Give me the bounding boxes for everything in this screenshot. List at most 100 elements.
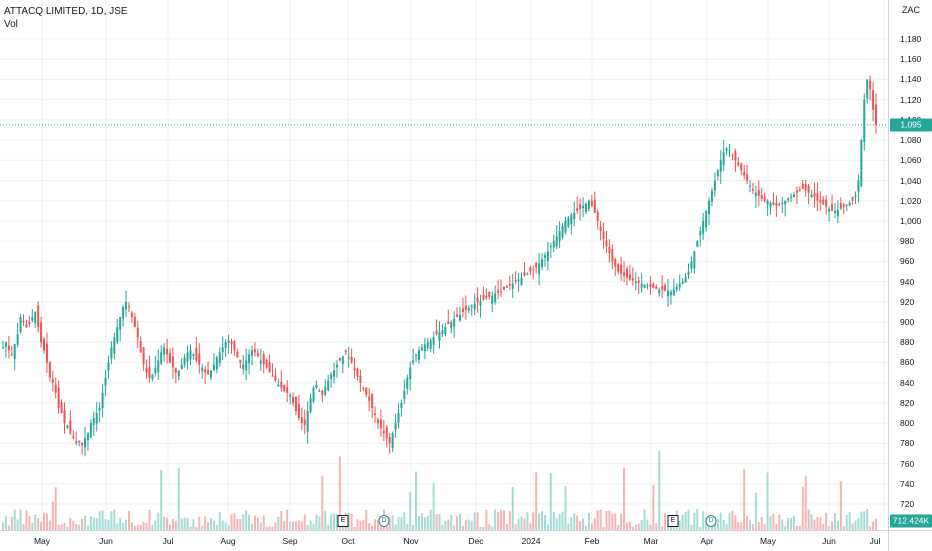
volume-bar: [233, 513, 236, 530]
candle-body: [570, 214, 573, 225]
volume-bar: [7, 525, 10, 530]
candle-body: [749, 185, 752, 187]
candle-body: [10, 354, 13, 356]
candle-body: [488, 292, 491, 297]
candle-body: [719, 160, 722, 172]
candle-body: [763, 196, 766, 201]
candle-body: [579, 203, 582, 209]
candle-body: [374, 413, 377, 416]
volume-bar: [822, 524, 825, 530]
chart-legend: ATTACQ LIMITED, 1D, JSE Vol: [4, 5, 128, 31]
candle-body: [215, 357, 218, 370]
candle-body: [359, 375, 362, 383]
candle-body: [652, 283, 655, 288]
candle-body: [611, 249, 614, 262]
earnings-marker[interactable]: E: [337, 515, 349, 527]
volume-bar: [130, 522, 133, 530]
candle-body: [177, 370, 180, 377]
candle-body: [737, 162, 740, 166]
candle-body: [245, 360, 248, 371]
candle-body: [605, 240, 608, 247]
volume-bar: [500, 509, 503, 530]
volume-bar: [432, 482, 435, 530]
volume-bar: [763, 524, 766, 530]
candle-body: [37, 305, 40, 328]
candle-body: [406, 377, 409, 390]
candle-body: [321, 390, 324, 395]
candle-body: [151, 374, 154, 379]
candle-body: [790, 196, 793, 198]
candle-body: [795, 190, 798, 193]
candle-body: [766, 200, 769, 205]
scale-corner: [888, 530, 932, 551]
volume-bar: [532, 512, 535, 530]
volume-bar: [300, 521, 303, 530]
volume-bar: [69, 518, 72, 530]
candle-body: [171, 356, 174, 368]
volume-bar: [854, 520, 857, 530]
volume-bar: [845, 514, 848, 530]
volume-bar: [166, 517, 169, 530]
candle-body: [485, 295, 488, 298]
volume-bar: [60, 524, 63, 530]
candle-body: [13, 344, 16, 359]
volume-bar: [646, 519, 649, 530]
candle-body: [142, 347, 145, 365]
volume-bar: [330, 514, 333, 530]
earnings-marker[interactable]: E: [667, 515, 679, 527]
volume-bar: [315, 514, 318, 530]
volume-bar: [795, 525, 798, 530]
candle-body: [447, 321, 450, 325]
volume-bar: [722, 520, 725, 530]
volume-bar: [145, 522, 148, 530]
volume-bar: [570, 517, 573, 530]
volume-bar: [186, 518, 189, 530]
volume-bar: [116, 523, 119, 530]
candle-body: [658, 289, 661, 294]
candle-body: [139, 341, 142, 353]
candle-body: [86, 433, 89, 441]
currency-label[interactable]: ZAC: [902, 5, 920, 15]
volume-bar: [661, 526, 664, 530]
time-tick-label: Jul: [869, 536, 881, 546]
volume-bar: [453, 525, 456, 530]
volume-bar: [447, 519, 450, 530]
candle-body: [508, 284, 511, 286]
volume-bar: [63, 522, 66, 530]
candle-body: [746, 174, 749, 181]
volume-bar: [508, 511, 511, 530]
volume-bar: [579, 521, 582, 530]
price-tick-label: 1,060: [900, 155, 922, 166]
volume-bar: [174, 520, 177, 530]
candle-body: [473, 303, 476, 310]
volume-bar: [338, 456, 341, 530]
candle-body: [368, 396, 371, 401]
time-scale[interactable]: May Jun Jul Aug Sep Oct Nov Dec 2024 Feb Mar Apr May…: [0, 530, 888, 551]
candle-body: [816, 193, 819, 201]
time-tick-label: Sep: [282, 536, 298, 546]
candlestick-chart[interactable]: [0, 0, 888, 530]
volume-bar: [151, 524, 154, 530]
candle-body: [740, 164, 743, 171]
candle-body: [19, 316, 22, 332]
volume-bar: [218, 512, 221, 530]
volume-bar: [623, 467, 626, 530]
candle-body: [751, 188, 754, 191]
grid-lines: [0, 0, 888, 530]
chart-pane[interactable]: ATTACQ LIMITED, 1D, JSE Vol E D E D: [0, 0, 888, 530]
price-scale[interactable]: ZAC 1,1801,1601,1401,1201,1001,0801,0601…: [888, 0, 932, 530]
candle-body: [582, 205, 585, 208]
price-tick-label: 1,000: [900, 215, 922, 226]
volume-bar: [505, 523, 508, 530]
candle-body: [497, 290, 500, 293]
dividend-marker[interactable]: D: [705, 515, 717, 527]
candle-body: [857, 180, 860, 192]
candle-body: [523, 271, 526, 276]
dividend-marker[interactable]: D: [378, 515, 390, 527]
volume-bar: [379, 525, 382, 530]
volume-bar: [634, 524, 637, 530]
candle-body: [294, 396, 297, 411]
volume-bar: [306, 524, 309, 530]
volume-bar: [280, 511, 283, 530]
volume-bar: [482, 526, 485, 530]
